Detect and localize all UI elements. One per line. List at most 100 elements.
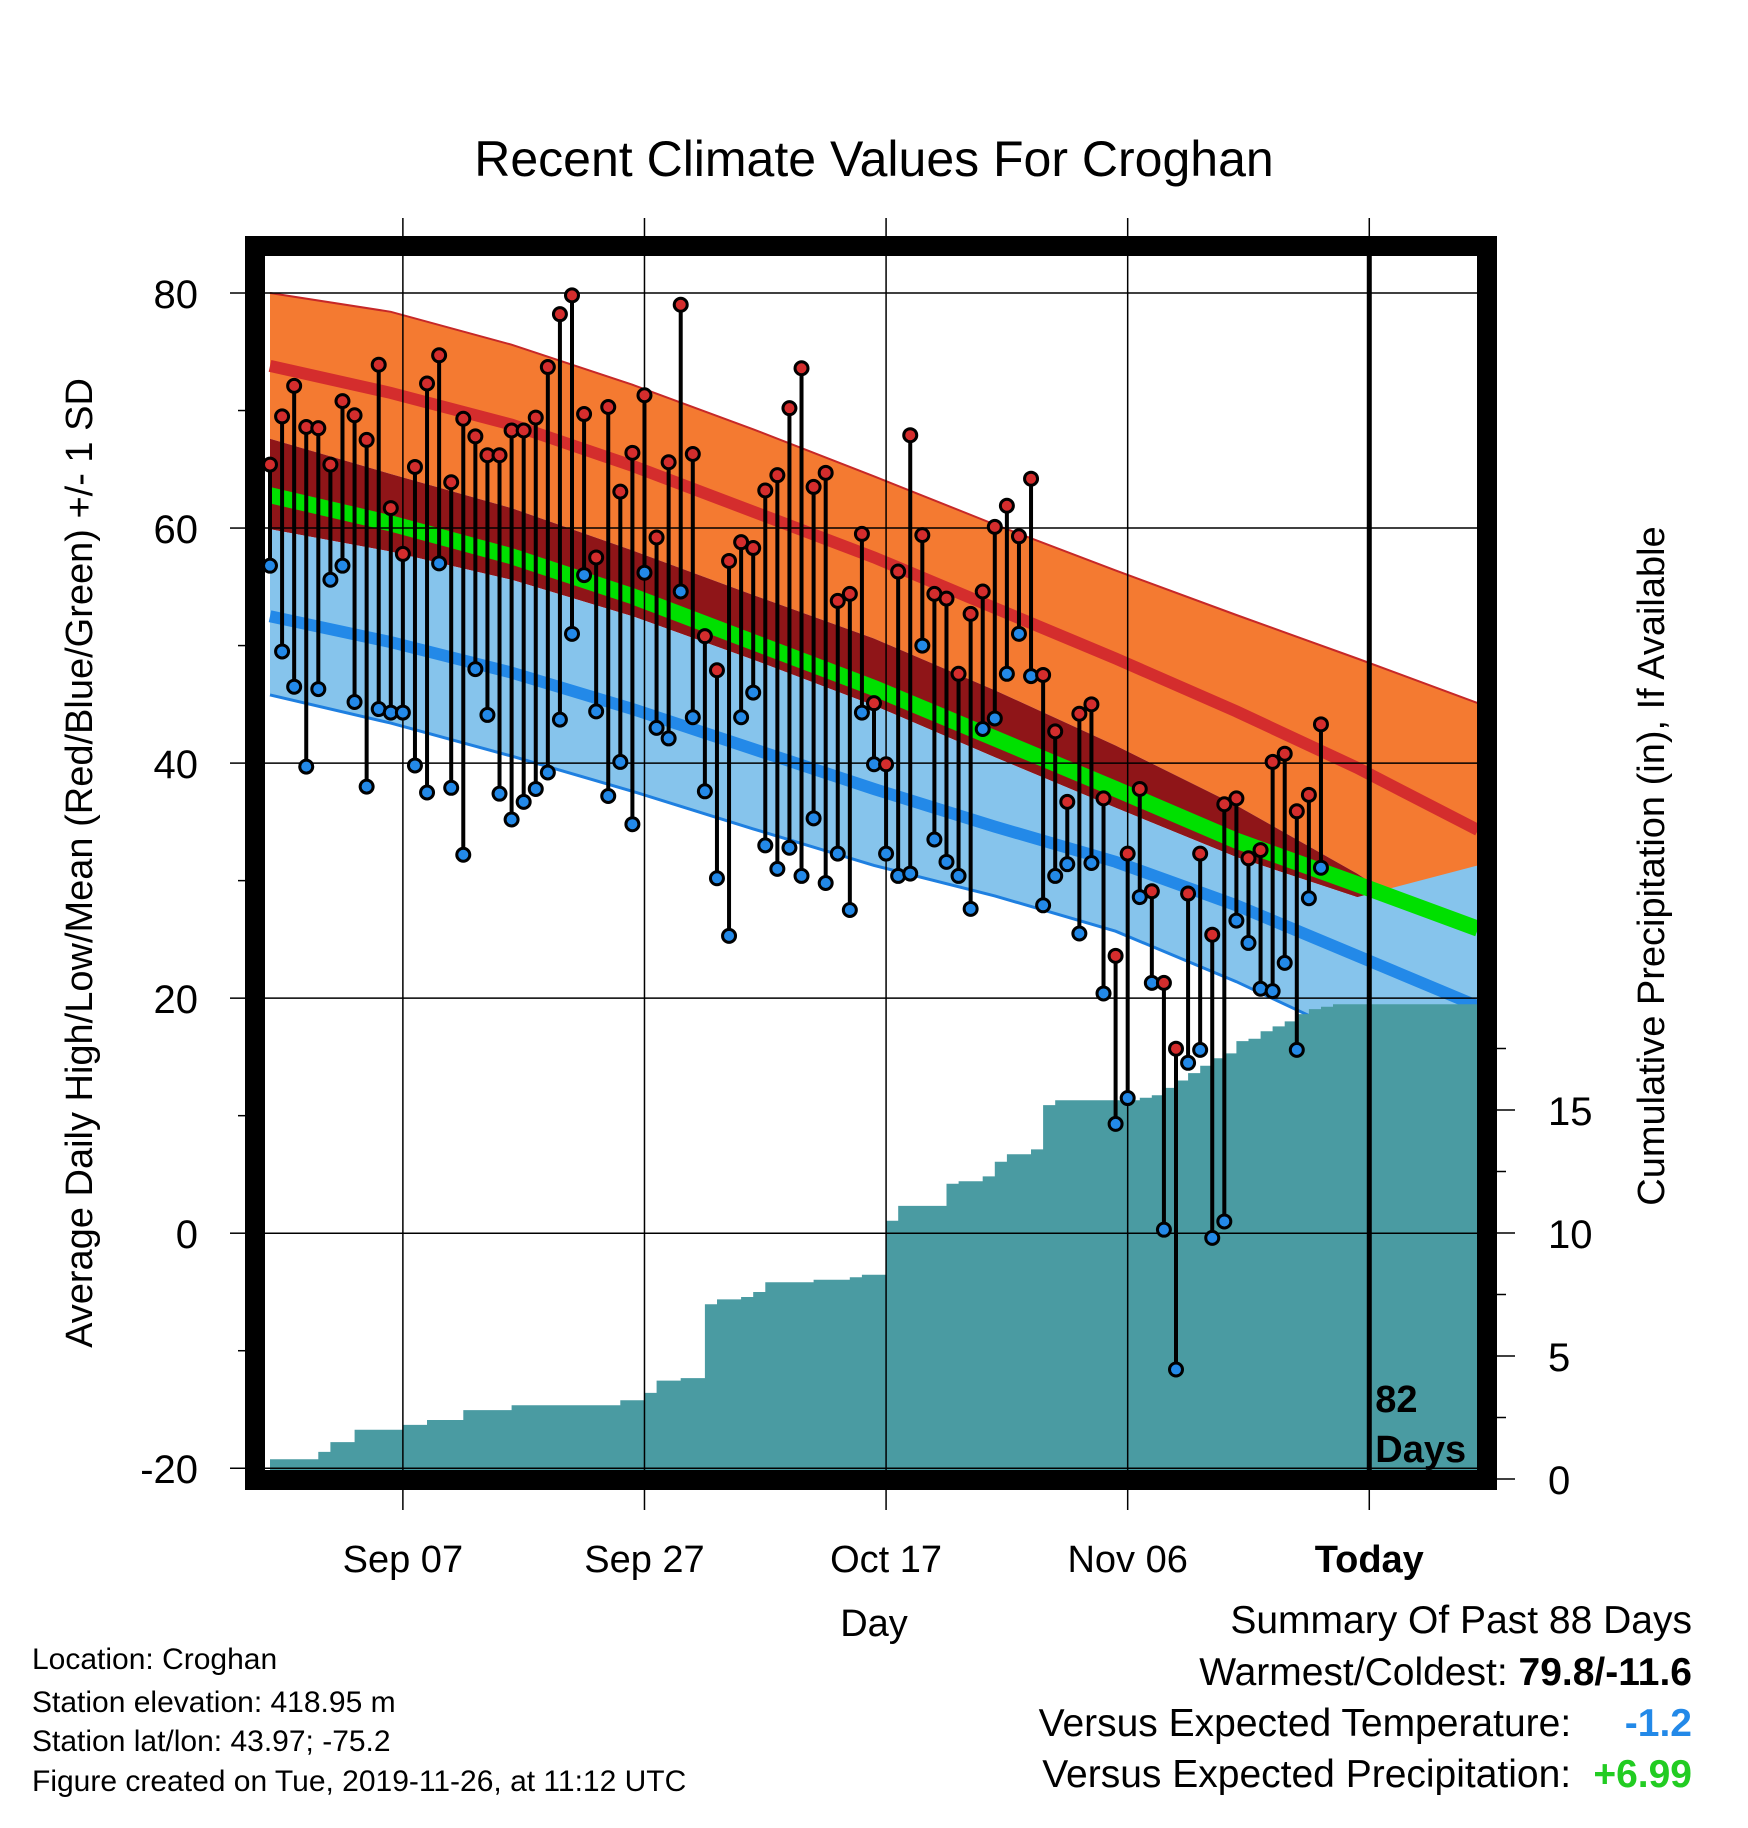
high-point	[1312, 716, 1329, 733]
high-point	[576, 406, 593, 423]
low-point	[588, 703, 605, 720]
high-point	[829, 592, 846, 609]
low-point	[708, 870, 725, 887]
low-point	[974, 721, 991, 738]
high-point	[853, 525, 870, 542]
location-label: Location: Croghan	[32, 1643, 278, 1676]
low-point	[479, 706, 496, 723]
low-point	[443, 779, 460, 796]
high-point	[346, 407, 363, 424]
high-point	[394, 545, 411, 562]
low-point	[721, 927, 738, 944]
low-point	[817, 874, 834, 891]
warm-cold-value: 79.8/-11.6	[1518, 1651, 1692, 1694]
low-point	[394, 704, 411, 721]
high-point	[721, 552, 738, 569]
low-point	[431, 555, 448, 572]
high-point	[382, 500, 399, 517]
high-point	[902, 427, 919, 444]
high-point	[1264, 753, 1281, 770]
high-point	[1010, 528, 1027, 545]
temp-value: -1.2	[1624, 1702, 1692, 1745]
low-point	[310, 681, 327, 698]
today-days-label: 82	[1375, 1379, 1417, 1421]
low-point	[1228, 912, 1245, 929]
high-point	[1095, 790, 1112, 807]
high-point	[515, 422, 532, 439]
high-point	[1119, 845, 1136, 862]
summary-heading: Summary Of Past 88 Days	[1230, 1599, 1692, 1642]
high-point	[841, 585, 858, 602]
y2-tick-label: 10	[1548, 1213, 1593, 1257]
low-lower-line	[269, 693, 1479, 1096]
low-point	[793, 867, 810, 884]
high-point	[914, 527, 931, 544]
high-point	[1059, 793, 1076, 810]
x-axis-label: Day	[840, 1603, 908, 1645]
low-point	[1083, 855, 1100, 871]
high-point	[1216, 796, 1233, 813]
high-upper-line	[269, 292, 1479, 705]
low-point	[1035, 897, 1052, 914]
high-point	[1192, 845, 1209, 862]
low-point	[1155, 1221, 1172, 1238]
low-point	[1180, 1054, 1197, 1071]
high-point	[733, 534, 750, 551]
y-tick-label: 80	[154, 273, 199, 317]
low-point	[564, 625, 580, 642]
mean-line	[268, 487, 1481, 937]
low-point	[926, 831, 943, 848]
low-point	[334, 557, 351, 574]
high-point	[696, 628, 713, 645]
high-point	[1288, 803, 1305, 820]
high-point	[455, 410, 472, 427]
high-point	[358, 431, 375, 448]
low-point	[527, 780, 544, 797]
low-point	[914, 637, 931, 654]
low-point	[515, 793, 532, 810]
low-point	[612, 753, 629, 770]
high-point	[1155, 974, 1172, 991]
low-point	[757, 837, 774, 854]
high-point	[612, 483, 629, 500]
temp-label: Versus Expected Temperature:	[1038, 1702, 1572, 1745]
x-tick-label: Sep 07	[343, 1539, 463, 1581]
low-point	[769, 860, 786, 877]
high-point	[1071, 705, 1088, 722]
low-point	[805, 810, 822, 827]
low-point	[1264, 983, 1281, 1000]
high-point	[757, 482, 774, 499]
high-point	[878, 756, 895, 773]
high-point	[890, 563, 907, 580]
plot-frame	[245, 236, 1497, 1490]
low-point	[998, 665, 1015, 682]
low-point	[986, 710, 1003, 727]
high-point	[708, 662, 725, 679]
x-tick-label: Today	[1315, 1539, 1424, 1581]
low-point	[829, 845, 846, 862]
chart-title: Recent Climate Values For Croghan	[474, 131, 1274, 187]
high-point	[370, 356, 387, 373]
high-point	[1276, 745, 1293, 762]
high-point	[310, 420, 327, 437]
low-point	[660, 730, 677, 747]
low-point	[274, 643, 291, 660]
low-point	[1010, 625, 1027, 642]
high-point	[322, 456, 339, 473]
high-point	[564, 287, 580, 304]
high-point	[684, 446, 701, 463]
warm-cold-label: Warmest/Coldest:	[1199, 1651, 1508, 1694]
high-point	[769, 467, 786, 484]
low-point	[684, 709, 701, 726]
low-point	[551, 711, 568, 728]
low-point	[358, 778, 375, 795]
low-point	[902, 865, 919, 882]
high-point	[938, 590, 955, 607]
low-point	[1240, 934, 1257, 951]
high-point	[1252, 842, 1269, 859]
y2-tick-label: 5	[1548, 1336, 1570, 1380]
high-point	[286, 377, 303, 394]
low-point	[962, 900, 979, 917]
y-axis-label: Average Daily High/Low/Mean (Red/Blue/Gr…	[59, 378, 101, 1348]
low-point	[853, 704, 870, 721]
